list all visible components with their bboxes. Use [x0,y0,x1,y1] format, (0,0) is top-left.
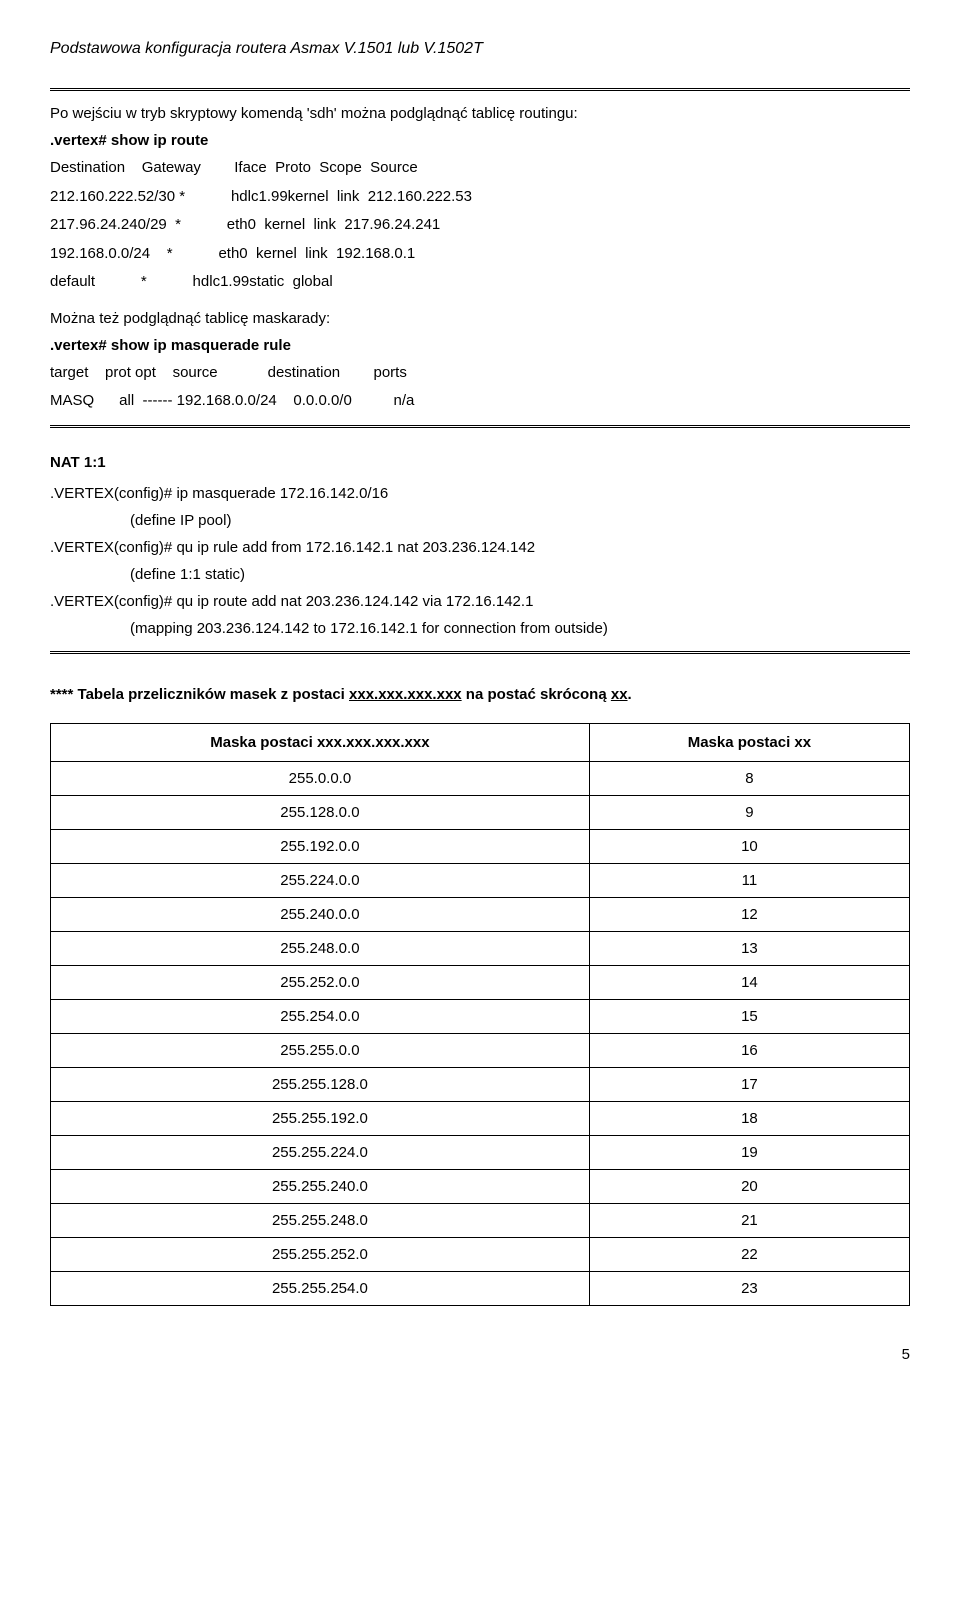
table-header-row: Maska postaci xxx.xxx.xxx.xxx Maska post… [51,723,910,761]
mask-short-cell: 10 [589,829,909,863]
route-header: Destination Gateway Iface Proto Scope So… [50,157,910,180]
mask-short-cell: 17 [589,1067,909,1101]
col-mask-short: Maska postaci xx [589,723,909,761]
table-title-u2: xx [611,686,628,703]
table-title-prefix: **** Tabela przeliczników masek z postac… [50,686,349,703]
page-title: Podstawowa konfiguracja routera Asmax V.… [50,40,910,58]
mask-short-cell: 14 [589,965,909,999]
table-row: 255.255.254.023 [51,1271,910,1305]
mask-short-cell: 19 [589,1135,909,1169]
mask-short-cell: 15 [589,999,909,1033]
route-row-3: 192.168.0.0/24 * eth0 kernel link 192.16… [50,243,910,266]
mask-short-cell: 11 [589,863,909,897]
mask-full-cell: 255.255.252.0 [51,1237,590,1271]
mask-short-cell: 20 [589,1169,909,1203]
table-row: 255.248.0.013 [51,931,910,965]
mask-short-cell: 9 [589,795,909,829]
table-title-u1: xxx.xxx.xxx.xxx [349,686,462,703]
table-title-suffix: . [628,686,632,703]
mask-full-cell: 255.128.0.0 [51,795,590,829]
table-row: 255.0.0.08 [51,761,910,795]
table-row: 255.224.0.011 [51,863,910,897]
mask-full-cell: 255.255.254.0 [51,1271,590,1305]
mask-table: Maska postaci xxx.xxx.xxx.xxx Maska post… [50,723,910,1306]
nat-cmd-2-note: (define 1:1 static) [130,564,910,585]
mask-full-cell: 255.255.224.0 [51,1135,590,1169]
nat-cmd-1: .VERTEX(config)# ip masquerade 172.16.14… [50,483,910,504]
rule-mid2 [50,651,910,654]
mask-short-cell: 21 [589,1203,909,1237]
mask-short-cell: 22 [589,1237,909,1271]
mask-short-cell: 16 [589,1033,909,1067]
table-row: 255.255.240.020 [51,1169,910,1203]
mask-short-cell: 23 [589,1271,909,1305]
mask-full-cell: 255.252.0.0 [51,965,590,999]
mask-short-cell: 18 [589,1101,909,1135]
nat-cmd-3: .VERTEX(config)# qu ip route add nat 203… [50,591,910,612]
table-row: 255.255.128.017 [51,1067,910,1101]
masq-header: target prot opt source destination ports [50,362,910,385]
mask-full-cell: 255.255.248.0 [51,1203,590,1237]
masq-intro: Można też podglądnąć tablicę maskarady: [50,308,910,329]
table-row: 255.255.248.021 [51,1203,910,1237]
nat-cmd-2: .VERTEX(config)# qu ip rule add from 172… [50,537,910,558]
col-mask-full: Maska postaci xxx.xxx.xxx.xxx [51,723,590,761]
mask-full-cell: 255.240.0.0 [51,897,590,931]
mask-full-cell: 255.0.0.0 [51,761,590,795]
mask-full-cell: 255.254.0.0 [51,999,590,1033]
nat-cmd-1-note: (define IP pool) [130,510,910,531]
table-title: **** Tabela przeliczników masek z postac… [50,684,910,705]
mask-full-cell: 255.255.240.0 [51,1169,590,1203]
table-row: 255.255.252.022 [51,1237,910,1271]
rule-top [50,88,910,91]
route-row-1: 212.160.222.52/30 * hdlc1.99kernel link … [50,186,910,209]
mask-full-cell: 255.255.192.0 [51,1101,590,1135]
mask-full-cell: 255.248.0.0 [51,931,590,965]
rule-mid1 [50,425,910,428]
masq-row: MASQ all ------ 192.168.0.0/24 0.0.0.0/0… [50,390,910,413]
table-row: 255.252.0.014 [51,965,910,999]
table-title-mid: na postać skróconą [462,686,611,703]
intro-text: Po wejściu w tryb skryptowy komendą 'sdh… [50,103,910,124]
mask-short-cell: 8 [589,761,909,795]
route-row-4: default * hdlc1.99static global [50,271,910,294]
table-row: 255.255.224.019 [51,1135,910,1169]
table-row: 255.240.0.012 [51,897,910,931]
mask-short-cell: 13 [589,931,909,965]
mask-full-cell: 255.224.0.0 [51,863,590,897]
route-row-2: 217.96.24.240/29 * eth0 kernel link 217.… [50,214,910,237]
nat-cmd-3-note: (mapping 203.236.124.142 to 172.16.142.1… [130,618,910,639]
table-row: 255.255.192.018 [51,1101,910,1135]
table-row: 255.255.0.016 [51,1033,910,1067]
cmd-show-masq: .vertex# show ip masquerade rule [50,335,910,356]
mask-full-cell: 255.255.128.0 [51,1067,590,1101]
mask-short-cell: 12 [589,897,909,931]
table-row: 255.254.0.015 [51,999,910,1033]
mask-full-cell: 255.192.0.0 [51,829,590,863]
nat-head: NAT 1:1 [50,452,910,473]
table-row: 255.192.0.010 [51,829,910,863]
table-row: 255.128.0.09 [51,795,910,829]
cmd-show-ip-route: .vertex# show ip route [50,130,910,151]
mask-full-cell: 255.255.0.0 [51,1033,590,1067]
page-number: 5 [50,1346,910,1363]
